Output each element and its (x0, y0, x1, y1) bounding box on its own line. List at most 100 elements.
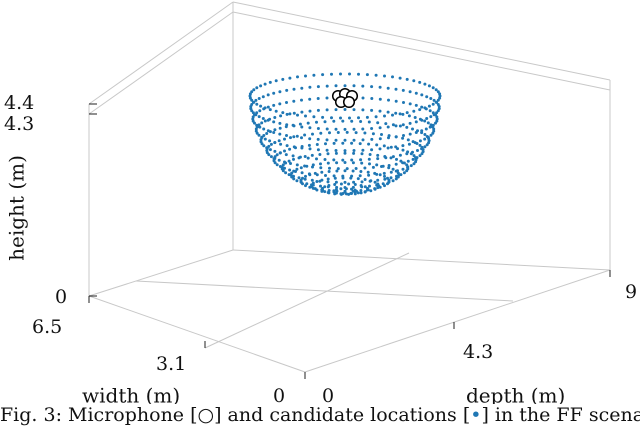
candidate-point (429, 97, 433, 100)
candidate-point (321, 115, 325, 119)
candidate-point (281, 163, 285, 167)
candidate-point (350, 187, 353, 191)
candidate-point (412, 162, 416, 166)
candidate-point (420, 93, 424, 97)
candidate-point (277, 158, 281, 162)
candidate-point (295, 167, 299, 171)
candidate-point (300, 145, 304, 148)
candidate-point (376, 157, 380, 161)
candidate-point (341, 158, 345, 162)
back-top-edge-right (232, 1, 611, 81)
candidate-point (391, 155, 395, 159)
candidate-point (350, 141, 354, 145)
candidate-point (318, 153, 322, 156)
candidate-point (303, 155, 307, 158)
candidate-point (401, 123, 405, 127)
candidate-point (304, 74, 307, 78)
candidate-point (254, 98, 258, 102)
candidate-point (259, 84, 263, 88)
candidate-point (284, 153, 288, 157)
candidate-point (376, 153, 380, 157)
candidate-point (297, 176, 301, 180)
candidate-point (273, 149, 277, 153)
candidate-point (339, 192, 343, 196)
candidate-point (378, 126, 382, 130)
candidate-point (336, 131, 340, 134)
candidate-point (265, 132, 269, 135)
candidate-point (373, 171, 377, 175)
candidate-point (383, 177, 387, 181)
candidate-point (315, 120, 318, 124)
x-tick-label: 4.3 (463, 341, 493, 363)
candidate-point (361, 108, 365, 112)
candidate-point (278, 132, 282, 136)
candidate-point (411, 127, 414, 131)
candidate-point (260, 136, 264, 139)
candidate-point (418, 154, 422, 158)
caption-mic-symbol: ○ (197, 404, 215, 426)
candidate-point (353, 191, 357, 194)
candidate-point (405, 169, 409, 173)
candidate-point (341, 119, 345, 123)
candidate-point (343, 169, 347, 173)
candidate-point (332, 119, 336, 123)
candidate-point (292, 111, 296, 115)
candidate-point (312, 73, 316, 77)
candidate-point (323, 158, 327, 161)
candidate-point (319, 162, 322, 166)
candidate-point (272, 103, 276, 107)
candidate-point (434, 88, 438, 92)
candidate-point (414, 160, 418, 164)
candidate-point (326, 180, 330, 184)
candidate-point (418, 143, 422, 147)
candidate-point (370, 97, 374, 100)
candidate-point (370, 148, 374, 152)
candidate-point (313, 171, 317, 175)
candidate-point (334, 84, 338, 88)
candidate-point (436, 98, 440, 102)
candidate-point (255, 102, 259, 106)
candidate-point (371, 165, 375, 169)
candidate-point (335, 169, 339, 173)
candidate-point (398, 76, 402, 80)
candidate-point (412, 154, 416, 158)
candidate-point (275, 163, 279, 167)
candidate-point (300, 125, 304, 129)
candidate-point (423, 137, 427, 141)
candidate-point (407, 114, 411, 118)
candidate-point (319, 131, 323, 135)
candidate-point (334, 138, 338, 142)
candidate-point (378, 97, 382, 101)
candidate-point (401, 144, 405, 148)
candidate-point (370, 127, 374, 130)
candidate-point (250, 90, 254, 94)
candidate-point (315, 143, 319, 146)
caption-candidate-symbol: • (470, 404, 482, 426)
candidate-point (325, 84, 329, 88)
candidate-point (308, 85, 312, 89)
candidate-point (316, 97, 320, 100)
candidate-point (305, 164, 309, 168)
candidate-point (285, 112, 289, 116)
candidate-point (279, 114, 283, 118)
candidate-point (254, 129, 258, 133)
candidate-point (378, 109, 382, 113)
candidate-point (299, 166, 303, 170)
back-bottom-edge-left (88, 249, 234, 297)
candidate-point (285, 144, 289, 148)
candidate-point (339, 116, 342, 120)
candidate-point (370, 85, 374, 89)
candidate-point (278, 102, 282, 106)
candidate-point (407, 142, 411, 146)
candidate-point (334, 127, 338, 131)
candidate-point (278, 126, 282, 130)
candidate-point (303, 133, 307, 137)
candidate-point (308, 173, 312, 177)
candidate-point (311, 163, 315, 167)
candidate-point (350, 119, 354, 123)
candidate-point (292, 135, 296, 139)
candidate-point (387, 166, 391, 170)
candidate-point (406, 159, 410, 163)
candidate-point (326, 161, 330, 165)
candidate-point (272, 159, 276, 163)
